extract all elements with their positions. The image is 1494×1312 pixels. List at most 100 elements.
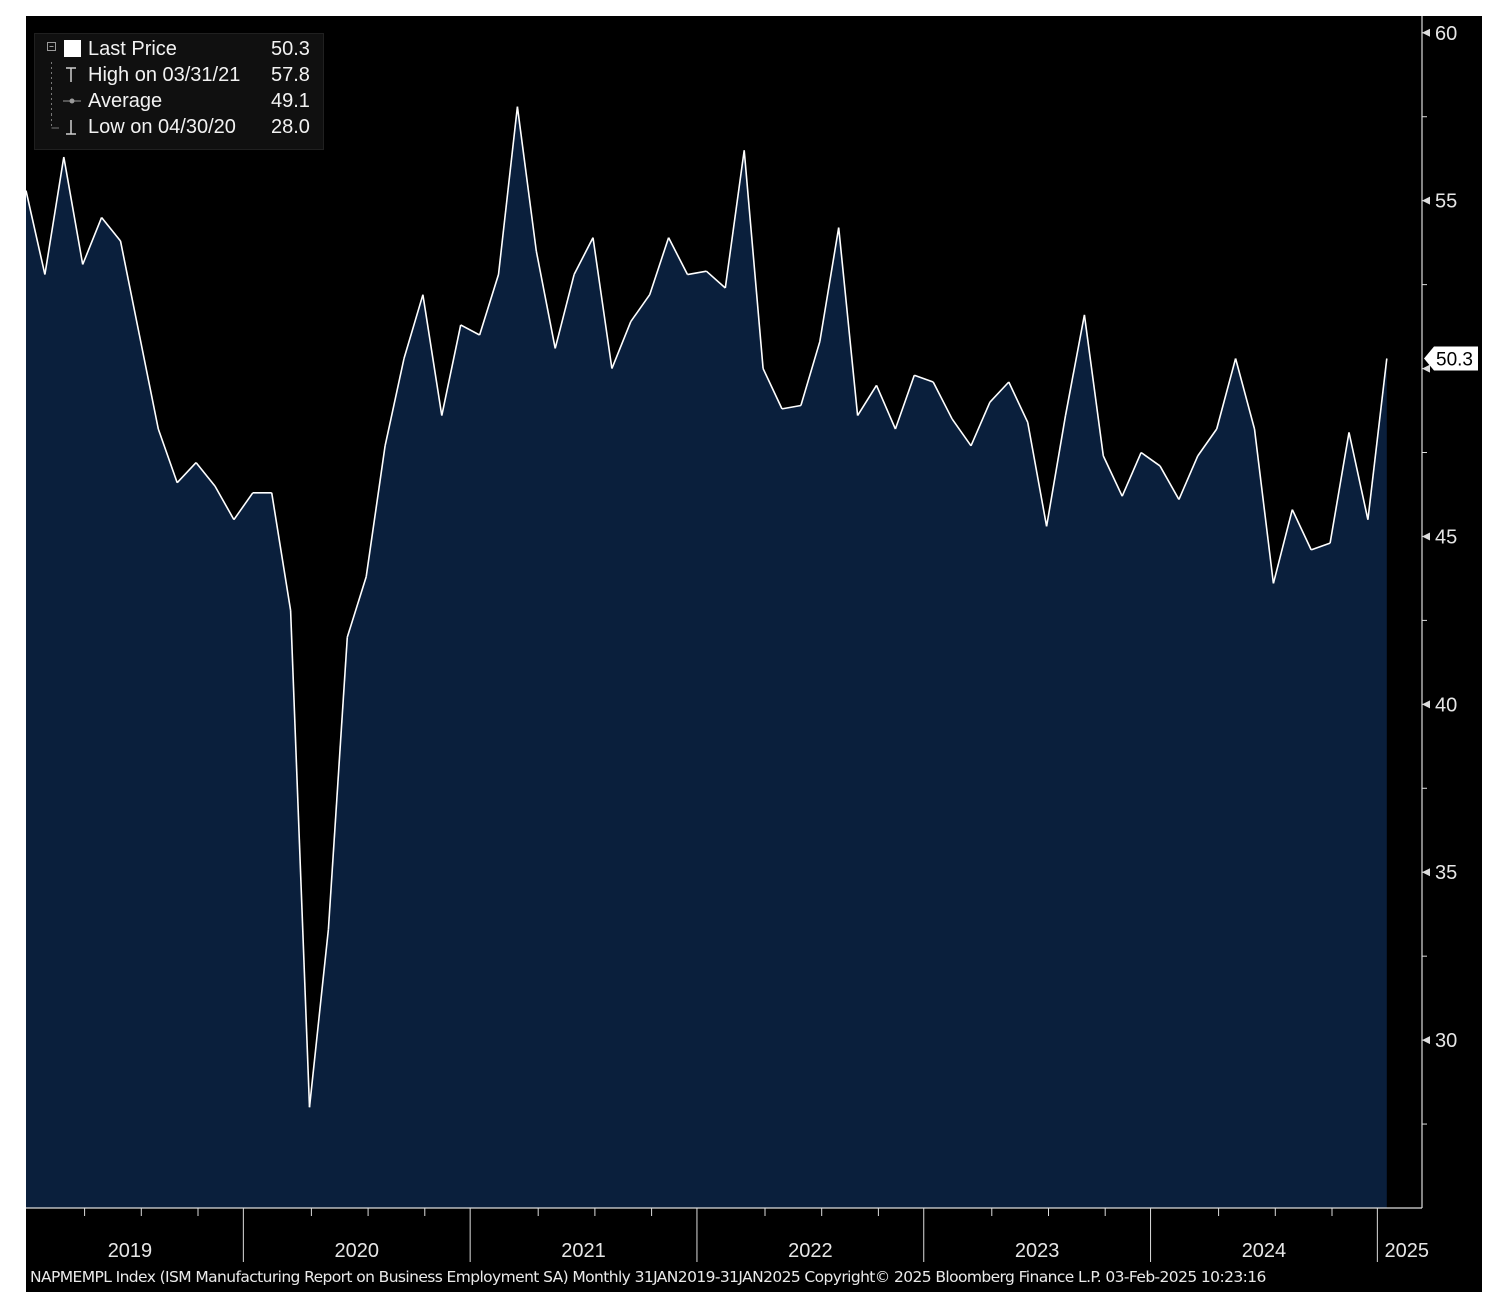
line-segment	[705, 270, 726, 289]
legend-low: Low on 04/30/20 28.0	[35, 114, 323, 140]
line-segment	[1253, 428, 1275, 584]
line-segment	[1310, 542, 1331, 551]
line-segment	[1348, 432, 1369, 520]
y-major-tick	[1422, 532, 1430, 541]
y-major-tick	[1422, 868, 1430, 877]
y-tick-label: 35	[1435, 862, 1457, 884]
line-segment	[743, 150, 764, 369]
line-segment	[1121, 452, 1142, 497]
line-segment	[233, 492, 254, 521]
line-segment	[687, 270, 707, 276]
line-segment	[837, 227, 859, 416]
legend-high: High on 03/31/21 57.8	[35, 62, 323, 88]
line-segment	[592, 237, 613, 369]
y-major-tick	[1422, 28, 1430, 37]
y-major-tick	[1422, 700, 1430, 709]
line-segment	[346, 576, 367, 638]
chart-footer-source: NAPMEMPL Index (ISM Manufacturing Report…	[30, 1268, 1266, 1286]
legend-average: Average 49.1	[35, 88, 323, 114]
line-segment	[1329, 432, 1350, 544]
x-tick-label: 2020	[335, 1240, 380, 1262]
line-segment	[365, 445, 386, 577]
line-segment	[44, 156, 65, 275]
line-segment	[478, 274, 500, 336]
line-segment	[119, 240, 141, 336]
line-segment	[611, 321, 632, 369]
line-segment	[176, 462, 197, 484]
x-tick-label: 2025	[1385, 1240, 1430, 1262]
line-segment	[932, 381, 953, 420]
line-segment	[535, 250, 556, 349]
line-segment	[1178, 455, 1199, 500]
line-segment	[100, 216, 122, 242]
last-price-tag-label: 50.3	[1436, 349, 1473, 370]
line-segment	[403, 294, 424, 359]
line-segment	[630, 294, 651, 323]
x-tick-label: 2021	[561, 1240, 606, 1262]
x-tick-label: 2022	[788, 1240, 833, 1262]
y-major-tick	[1422, 196, 1430, 205]
legend-average-value: 49.1	[271, 90, 310, 112]
chart-legend: Last Price 50.3 High on 03/31/21 57.8 Av…	[34, 33, 324, 150]
line-segment	[81, 217, 103, 265]
line-segment	[1083, 314, 1105, 456]
legend-high-label: High on 03/31/21	[88, 64, 241, 86]
line-segment	[327, 637, 349, 930]
legend-low-label: Low on 04/30/20	[88, 116, 236, 138]
line-segment	[724, 150, 745, 289]
y-major-tick	[1422, 1036, 1430, 1045]
line-segment	[1102, 455, 1123, 497]
line-segment	[1064, 314, 1086, 416]
y-tick-label: 30	[1435, 1030, 1457, 1052]
legend-average-label: Average	[88, 90, 163, 112]
line-segment	[1159, 465, 1180, 500]
chart-frame: 30 35 40 45 55 60 50.3 2019 2020 2021 2022 2023 2024…	[26, 16, 1482, 1292]
x-tick-label: 2024	[1242, 1240, 1287, 1262]
high-marker-icon	[51, 62, 76, 88]
collapse-box-icon	[47, 40, 81, 57]
x-tick-label: 2023	[1015, 1240, 1060, 1262]
line-segment	[894, 375, 916, 430]
y-tick-label: 60	[1435, 23, 1457, 45]
line-segment	[214, 485, 235, 521]
line-segment	[1291, 509, 1312, 551]
line-segment	[914, 374, 934, 383]
line-segment	[648, 237, 670, 295]
line-segment	[1197, 428, 1218, 457]
last-price-tag	[1424, 346, 1478, 371]
x-tick-label: 2019	[108, 1240, 153, 1262]
average-marker-icon	[51, 88, 81, 114]
line-segment	[460, 324, 480, 336]
line-segment	[781, 404, 802, 410]
line-segment	[819, 227, 840, 342]
line-segment	[989, 381, 1010, 403]
series-area	[26, 106, 1387, 1209]
legend-last-price-label: Last Price	[88, 38, 177, 60]
line-segment	[1045, 415, 1067, 527]
legend-last-price: Last Price 50.3	[35, 36, 323, 62]
line-segment	[384, 358, 405, 446]
line-segment	[441, 324, 462, 416]
line-segment	[970, 401, 991, 447]
line-segment	[554, 274, 575, 349]
low-marker-icon	[51, 114, 76, 135]
legend-low-value: 28.0	[271, 116, 310, 138]
line-segment	[157, 428, 178, 483]
line-segment	[1367, 358, 1388, 520]
line-segment	[308, 929, 330, 1108]
series-line	[26, 106, 1388, 1108]
line-segment	[26, 190, 46, 275]
line-segment	[1008, 381, 1029, 423]
line-segment	[875, 385, 897, 430]
legend-last-price-value: 50.3	[271, 38, 310, 60]
line-segment	[270, 492, 292, 611]
y-tick-label: 40	[1435, 694, 1457, 716]
line-segment	[1140, 451, 1161, 467]
line-segment	[1026, 422, 1048, 527]
line-segment	[138, 334, 160, 430]
line-segment	[762, 368, 783, 410]
line-segment	[516, 106, 538, 252]
line-segment	[289, 610, 311, 1108]
y-tick-label: 45	[1435, 526, 1457, 548]
line-segment	[573, 237, 594, 275]
